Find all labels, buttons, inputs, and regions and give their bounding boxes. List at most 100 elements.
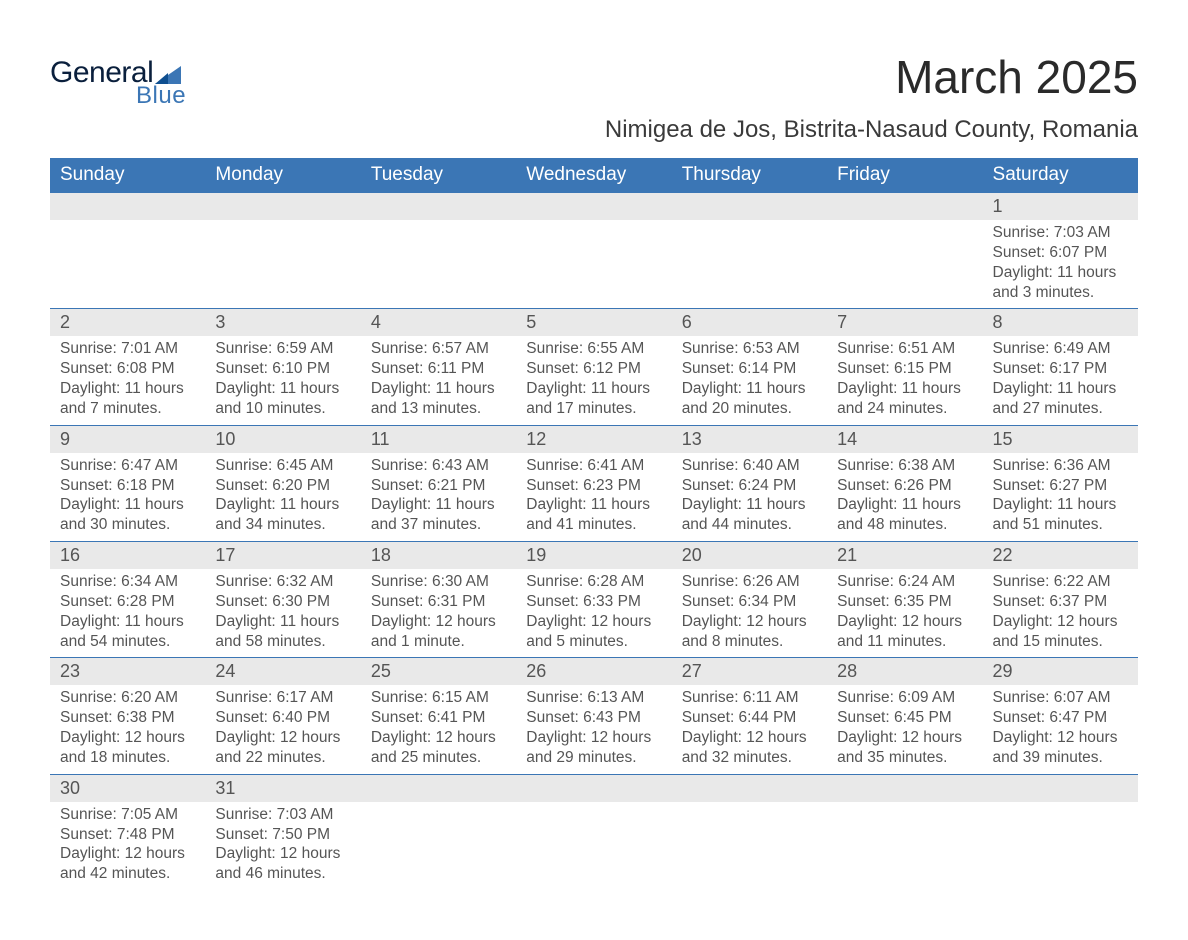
day-number-row: 16171819202122 [50,542,1138,570]
day-d1: Daylight: 12 hours [526,728,661,748]
day-number-row: 2345678 [50,309,1138,337]
day-detail-cell: Sunrise: 6:49 AMSunset: 6:17 PMDaylight:… [983,336,1138,425]
day-ss: Sunset: 6:47 PM [993,708,1128,728]
day-ss: Sunset: 6:37 PM [993,592,1128,612]
day-detail-cell [361,220,516,309]
day-number-cell [50,193,205,221]
day-sr: Sunrise: 6:36 AM [993,456,1128,476]
day-d2: and 29 minutes. [526,748,661,768]
day-d2: and 17 minutes. [526,399,661,419]
weekday-header: Thursday [672,158,827,193]
day-number-cell [361,774,516,802]
day-sr: Sunrise: 7:01 AM [60,339,195,359]
day-detail-cell [827,802,982,890]
day-d2: and 18 minutes. [60,748,195,768]
day-number-cell: 16 [50,542,205,570]
day-ss: Sunset: 6:14 PM [682,359,817,379]
day-d1: Daylight: 11 hours [215,495,350,515]
day-detail-cell: Sunrise: 6:36 AMSunset: 6:27 PMDaylight:… [983,453,1138,542]
day-ss: Sunset: 6:30 PM [215,592,350,612]
day-d1: Daylight: 11 hours [60,379,195,399]
day-d2: and 37 minutes. [371,515,506,535]
day-number-cell: 24 [205,658,360,686]
day-ss: Sunset: 6:43 PM [526,708,661,728]
day-sr: Sunrise: 6:09 AM [837,688,972,708]
day-detail-cell: Sunrise: 6:26 AMSunset: 6:34 PMDaylight:… [672,569,827,658]
day-detail-cell: Sunrise: 6:28 AMSunset: 6:33 PMDaylight:… [516,569,671,658]
day-number-cell [205,193,360,221]
day-detail-cell [672,802,827,890]
day-sr: Sunrise: 6:17 AM [215,688,350,708]
day-d2: and 39 minutes. [993,748,1128,768]
day-detail-cell: Sunrise: 6:20 AMSunset: 6:38 PMDaylight:… [50,685,205,774]
logo-text-sub: Blue [136,82,186,110]
day-number-cell: 26 [516,658,671,686]
day-detail-cell: Sunrise: 6:59 AMSunset: 6:10 PMDaylight:… [205,336,360,425]
day-ss: Sunset: 6:45 PM [837,708,972,728]
day-sr: Sunrise: 6:51 AM [837,339,972,359]
day-d2: and 27 minutes. [993,399,1128,419]
day-detail-row: Sunrise: 6:20 AMSunset: 6:38 PMDaylight:… [50,685,1138,774]
day-detail-row: Sunrise: 7:01 AMSunset: 6:08 PMDaylight:… [50,336,1138,425]
day-ss: Sunset: 6:41 PM [371,708,506,728]
day-sr: Sunrise: 6:49 AM [993,339,1128,359]
day-sr: Sunrise: 6:34 AM [60,572,195,592]
day-number-cell: 1 [983,193,1138,221]
day-detail-cell: Sunrise: 6:17 AMSunset: 6:40 PMDaylight:… [205,685,360,774]
day-number-cell [516,193,671,221]
day-sr: Sunrise: 6:55 AM [526,339,661,359]
day-d2: and 35 minutes. [837,748,972,768]
day-sr: Sunrise: 6:13 AM [526,688,661,708]
weekday-header: Tuesday [361,158,516,193]
day-d2: and 32 minutes. [682,748,817,768]
day-d2: and 51 minutes. [993,515,1128,535]
day-number-cell: 19 [516,542,671,570]
day-number-row: 23242526272829 [50,658,1138,686]
day-d2: and 3 minutes. [993,283,1128,303]
weekday-header-row: SundayMondayTuesdayWednesdayThursdayFrid… [50,158,1138,193]
day-ss: Sunset: 6:44 PM [682,708,817,728]
day-sr: Sunrise: 6:59 AM [215,339,350,359]
day-detail-cell [50,220,205,309]
day-detail-cell: Sunrise: 6:30 AMSunset: 6:31 PMDaylight:… [361,569,516,658]
day-ss: Sunset: 7:50 PM [215,825,350,845]
day-detail-cell: Sunrise: 6:13 AMSunset: 6:43 PMDaylight:… [516,685,671,774]
day-detail-cell [516,802,671,890]
day-d2: and 5 minutes. [526,632,661,652]
day-detail-cell: Sunrise: 7:03 AMSunset: 6:07 PMDaylight:… [983,220,1138,309]
day-detail-row: Sunrise: 7:03 AMSunset: 6:07 PMDaylight:… [50,220,1138,309]
day-number-cell: 12 [516,425,671,453]
day-sr: Sunrise: 6:22 AM [993,572,1128,592]
day-sr: Sunrise: 6:26 AM [682,572,817,592]
day-d2: and 58 minutes. [215,632,350,652]
weekday-header: Friday [827,158,982,193]
day-number-cell [827,774,982,802]
day-d1: Daylight: 11 hours [371,379,506,399]
day-detail-cell: Sunrise: 6:34 AMSunset: 6:28 PMDaylight:… [50,569,205,658]
day-d1: Daylight: 12 hours [682,728,817,748]
day-d1: Daylight: 12 hours [993,612,1128,632]
day-number-cell: 6 [672,309,827,337]
day-number-cell: 15 [983,425,1138,453]
day-d2: and 8 minutes. [682,632,817,652]
day-number-row: 1 [50,193,1138,221]
header: General Blue March 2025 Nimigea de Jos, … [50,50,1138,144]
day-sr: Sunrise: 7:03 AM [993,223,1128,243]
day-number-cell: 27 [672,658,827,686]
day-detail-cell: Sunrise: 6:24 AMSunset: 6:35 PMDaylight:… [827,569,982,658]
day-detail-cell: Sunrise: 7:01 AMSunset: 6:08 PMDaylight:… [50,336,205,425]
day-d1: Daylight: 11 hours [60,612,195,632]
day-detail-cell: Sunrise: 7:03 AMSunset: 7:50 PMDaylight:… [205,802,360,890]
day-number-cell: 25 [361,658,516,686]
day-number-cell: 29 [983,658,1138,686]
day-number-cell: 17 [205,542,360,570]
day-ss: Sunset: 6:23 PM [526,476,661,496]
day-number-cell: 18 [361,542,516,570]
day-d1: Daylight: 12 hours [837,728,972,748]
day-sr: Sunrise: 6:47 AM [60,456,195,476]
weekday-header: Sunday [50,158,205,193]
day-d2: and 44 minutes. [682,515,817,535]
day-sr: Sunrise: 6:11 AM [682,688,817,708]
day-ss: Sunset: 6:34 PM [682,592,817,612]
day-d2: and 1 minute. [371,632,506,652]
